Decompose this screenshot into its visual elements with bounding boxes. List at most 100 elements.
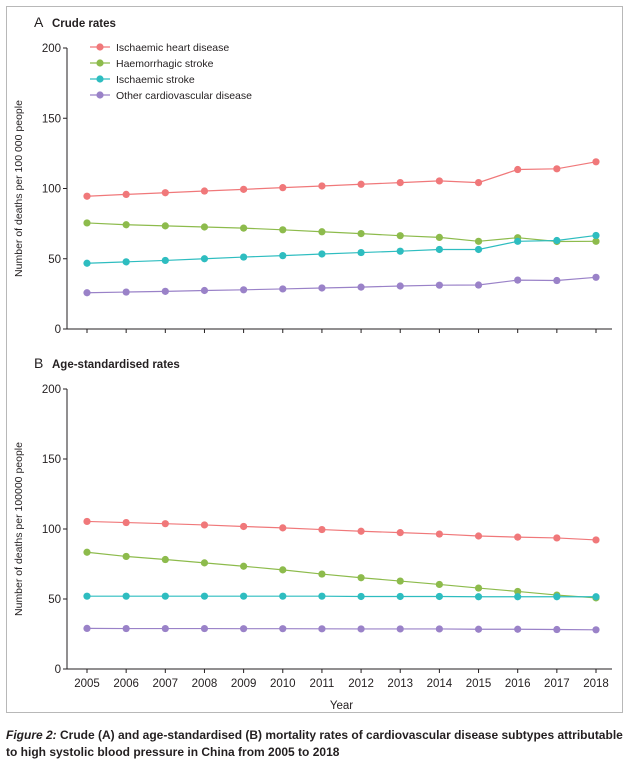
series-haemorrhagic-stroke [83,548,600,602]
data-point [553,165,561,173]
data-point [122,518,130,527]
legend-label: Ischaemic heart disease [116,42,229,54]
panel-title: Crude rates [52,18,116,30]
series-ischaemic-stroke [83,231,600,267]
data-point [474,245,483,254]
data-point [83,289,91,297]
y-tick-label: 150 [42,113,61,125]
y-tick-label: 200 [42,384,61,396]
data-point [200,187,209,195]
series-line [86,276,597,294]
data-point [435,580,443,589]
data-point [240,224,248,232]
series-line [86,161,597,197]
data-point [318,592,326,600]
figure-caption: Figure 2: Crude (A) and age-standardised… [6,727,626,761]
legend-label: Haemorrhagic stroke [116,58,214,70]
data-point [396,529,404,537]
series-ischaemic-heart-disease [83,158,600,200]
x-tick-label: 2008 [192,678,218,690]
data-point [514,533,522,541]
data-point [592,536,600,544]
x-tick-label: 2015 [466,678,492,690]
series-line [86,520,597,541]
data-point [396,592,404,601]
data-point [357,574,365,582]
data-point [240,185,248,193]
data-point [474,593,483,601]
series-other-cardiovascular-disease [83,273,600,297]
data-point [83,259,91,267]
data-point [161,256,169,265]
panel-a: A Crude rates 0 50 100 150 200 Number of deaths… [13,14,612,336]
data-point [514,625,522,633]
data-point [514,165,522,174]
panel-title: Age-standardised rates [52,359,180,371]
chart-canvas: A Crude rates 0 50 100 150 200 Number of deaths… [13,14,612,712]
data-point [553,534,561,542]
y-tick-label: 50 [48,594,61,606]
data-point [200,592,209,600]
x-tick-label: 2005 [74,678,100,690]
x-tick-label: 2011 [310,678,335,690]
data-point [318,250,326,258]
y-tick-label: 0 [55,664,61,676]
data-point [474,584,483,592]
panel-b: B Age-standardised rates 0 50 100 150 200 Numbe… [13,355,612,712]
data-point [592,231,600,240]
data-point [318,625,326,633]
caption-label: Figure 2: [6,728,57,742]
data-point [553,276,561,285]
data-point [435,530,443,538]
x-tick-label: 2013 [387,678,413,690]
data-point [435,233,443,241]
data-point [357,527,365,535]
data-point [240,522,248,531]
x-tick-label: 2014 [427,678,453,690]
data-point [474,178,483,187]
data-point [553,593,561,601]
data-point [83,548,91,556]
series-ischaemic-heart-disease [83,517,600,544]
data-point [592,237,600,245]
data-point [161,624,169,633]
series-line [87,595,596,598]
data-point [592,593,600,601]
data-point [279,592,287,600]
data-point [279,252,287,260]
data-point [200,223,209,231]
data-point [318,228,326,236]
data-point [435,177,443,185]
data-point [592,273,600,281]
data-point [357,180,365,188]
data-point [474,281,483,289]
data-point [161,520,169,528]
legend-label: Other cardiovascular disease [116,90,252,102]
series-line [86,222,597,243]
data-point [357,230,365,238]
series-line [86,627,597,631]
x-tick-label: 2012 [348,678,374,690]
data-point [357,248,365,257]
x-axis-label: Year [330,700,353,712]
data-point [200,559,209,567]
data-point [514,593,522,601]
legend: Ischaemic heart disease Haemorrhagic stro… [90,42,252,102]
panel-letter: B [34,355,43,371]
data-point [474,532,483,540]
x-tick-label: 2010 [270,678,296,690]
legend-swatch-marker [96,75,104,83]
figure-frame [6,6,623,713]
data-point [396,625,404,633]
x-tick-label: 2009 [231,678,257,690]
data-point [435,281,443,289]
data-point [279,625,287,633]
data-point [122,221,130,229]
legend-label: Ischaemic stroke [116,74,195,86]
data-point [200,521,209,529]
data-point [122,624,130,633]
data-point [240,592,248,600]
legend-swatch-marker [96,43,104,51]
legend-item: Haemorrhagic stroke [90,58,214,70]
